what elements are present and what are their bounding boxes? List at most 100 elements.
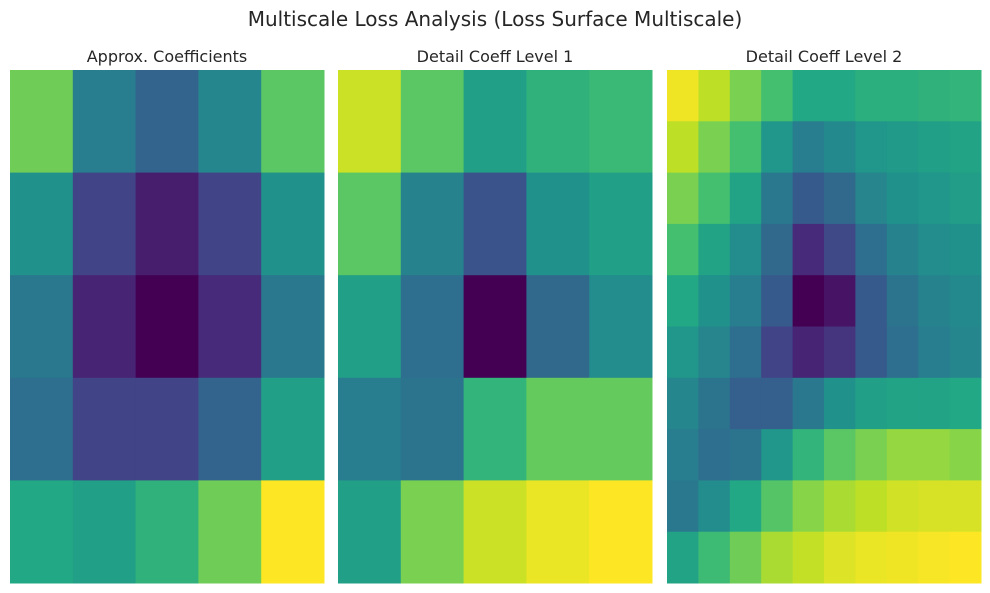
heatmap-cell	[918, 531, 951, 584]
heatmap-cell	[824, 531, 856, 584]
heatmap-cell	[824, 121, 856, 174]
heatmap-cell	[792, 121, 825, 174]
heatmap-cell	[729, 480, 762, 533]
heatmap-cell	[729, 326, 762, 379]
heatmap-cell	[792, 172, 825, 225]
heatmap-cell	[667, 172, 699, 225]
heatmap-cell	[761, 429, 794, 481]
heatmap-cell	[526, 275, 590, 379]
heatmap-cell	[667, 121, 699, 174]
heatmap-cell	[855, 377, 888, 430]
heatmap-cell	[824, 172, 856, 225]
panel-title: Detail Coeff Level 1	[417, 47, 574, 66]
heatmap-cell	[338, 70, 402, 174]
heatmap-cell	[135, 480, 199, 584]
heatmap-cell	[792, 70, 825, 122]
heatmap-cell	[761, 377, 794, 430]
heatmap-cell	[698, 377, 731, 430]
heatmap-cell	[198, 172, 262, 276]
panel-detail-1: Detail Coeff Level 1	[338, 47, 653, 584]
heatmap-cell	[261, 377, 325, 481]
heatmap-cell	[526, 172, 590, 276]
heatmap-cell	[198, 480, 262, 584]
heatmap-cell	[918, 275, 951, 327]
heatmap-cell	[463, 377, 527, 481]
heatmap-cell	[949, 531, 982, 584]
figure-title: Multiscale Loss Analysis (Loss Surface M…	[248, 7, 743, 31]
heatmap-cell	[886, 480, 919, 533]
heatmap-cell	[198, 70, 262, 174]
heatmap-cell	[667, 70, 699, 122]
heatmap-cell	[886, 326, 919, 379]
heatmap-cell	[698, 70, 731, 122]
heatmap-cell	[918, 121, 951, 174]
heatmap-cell	[338, 480, 402, 584]
heatmap-cell	[72, 70, 137, 174]
heatmap-cell	[698, 480, 731, 533]
heatmap-cell	[589, 480, 653, 584]
heatmap-cell	[667, 531, 699, 584]
panel-detail-2: Detail Coeff Level 2	[667, 47, 982, 584]
heatmap-cell	[761, 223, 794, 276]
heatmap-cell	[886, 429, 919, 481]
heatmap-cell	[918, 326, 951, 379]
heatmap-cell	[729, 531, 762, 584]
heatmap-cell	[10, 377, 74, 481]
heatmap-cell	[886, 172, 919, 225]
heatmap-cell	[949, 429, 982, 481]
heatmap-cell	[135, 70, 199, 174]
panel-approx: Approx. Coefficients	[10, 47, 325, 584]
heatmap-cell	[918, 172, 951, 225]
heatmap-cell	[526, 377, 590, 481]
heatmap-cell	[698, 531, 731, 584]
heatmap-cell	[463, 480, 527, 584]
heatmap-cell	[72, 275, 137, 379]
heatmap-cell	[698, 429, 731, 481]
heatmap-cell	[698, 223, 731, 276]
heatmap-cell	[400, 377, 465, 481]
heatmap-cell	[918, 223, 951, 276]
heatmap-cell	[698, 326, 731, 379]
heatmap-cell	[792, 223, 825, 276]
heatmap-cell	[949, 377, 982, 430]
heatmap-cell	[886, 121, 919, 174]
heatmap-cell	[698, 172, 731, 225]
heatmap-cell	[10, 70, 74, 174]
heatmap-cell	[261, 70, 325, 174]
heatmap-cell	[886, 70, 919, 122]
heatmap-cell	[949, 480, 982, 533]
heatmap-cell	[824, 377, 856, 430]
heatmap-cell	[400, 70, 465, 174]
heatmap-cell	[792, 326, 825, 379]
heatmap-cell	[729, 172, 762, 225]
heatmap-cell	[824, 223, 856, 276]
heatmap-cell	[10, 480, 74, 584]
panel-title: Detail Coeff Level 2	[746, 47, 903, 66]
heatmap-cell	[949, 172, 982, 225]
heatmap-cell	[463, 70, 527, 174]
heatmap-cell	[729, 275, 762, 327]
heatmap-cell	[667, 223, 699, 276]
heatmap-cell	[729, 429, 762, 481]
heatmap-cell	[261, 172, 325, 276]
heatmap-cell	[400, 480, 465, 584]
heatmap-cell	[855, 70, 888, 122]
heatmap-cell	[855, 429, 888, 481]
heatmap-cell	[698, 275, 731, 327]
heatmap-cell	[526, 480, 590, 584]
heatmap-cell	[261, 275, 325, 379]
heatmap-cell	[589, 70, 653, 174]
heatmap-cell	[338, 377, 402, 481]
heatmap-cell	[761, 480, 794, 533]
heatmap-cell	[761, 326, 794, 379]
heatmap-cell	[729, 70, 762, 122]
heatmap-cell	[72, 377, 137, 481]
heatmap-cell	[824, 429, 856, 481]
heatmap-cell	[824, 70, 856, 122]
heatmap-cells	[338, 70, 653, 584]
heatmap-cell	[761, 172, 794, 225]
heatmap-cell	[698, 121, 731, 174]
heatmap-cell	[729, 377, 762, 430]
heatmap-cell	[949, 70, 982, 122]
